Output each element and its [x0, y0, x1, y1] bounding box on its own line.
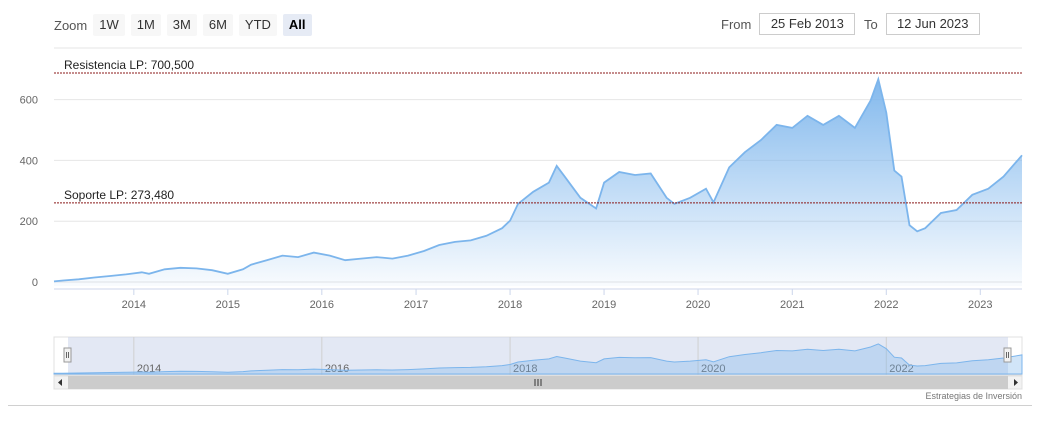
zoom-button-6m[interactable]: 6M — [202, 14, 233, 36]
x-tick-label: 2014 — [122, 299, 146, 311]
y-tick-label: 600 — [20, 95, 38, 107]
y-axis: 0 200 400 600 — [20, 95, 38, 289]
x-tick-label: 2023 — [968, 299, 992, 311]
chart-credit: Estrategias de Inversión — [925, 391, 1022, 401]
navigator-handle-right[interactable] — [1003, 347, 1012, 363]
x-tick-label: 2021 — [780, 299, 804, 311]
x-tick-label: 2018 — [498, 299, 522, 311]
to-label: To — [864, 16, 878, 32]
support-label: Soporte LP: 273,480 — [64, 188, 174, 202]
scroll-left-arrow-icon[interactable] — [58, 379, 62, 386]
navigator-tick-label: 2022 — [889, 363, 913, 375]
from-date-input[interactable]: 25 Feb 2013 — [759, 13, 856, 35]
series-line — [53, 76, 1023, 283]
plot-lines: Resistencia LP: 700,500 Soporte LP: 273,4… — [54, 58, 1022, 204]
scrollbar-grip-icon — [534, 379, 542, 386]
x-tick-label: 2015 — [216, 299, 240, 311]
x-tick-label: 2016 — [310, 299, 334, 311]
to-date-input[interactable]: 12 Jun 2023 — [885, 13, 980, 35]
navigator[interactable]: 2014 2016 2018 2020 2022 — [53, 336, 1023, 376]
navigator-tick-label: 2018 — [513, 363, 537, 375]
navigator-series — [53, 343, 1023, 375]
y-tick-label: 0 — [32, 277, 38, 289]
navigator-mask — [68, 337, 1008, 375]
scrollbar[interactable] — [53, 375, 1023, 390]
zoom-button-1w[interactable]: 1W — [93, 14, 125, 36]
zoom-button-all[interactable]: All — [282, 14, 312, 36]
zoom-button-1m[interactable]: 1M — [130, 14, 161, 36]
x-tick-label: 2022 — [874, 299, 898, 311]
y-tick-label: 200 — [20, 216, 38, 228]
zoom-label: Zoom — [54, 17, 88, 33]
x-tick-label: 2020 — [686, 299, 710, 311]
navigator-tick-label: 2016 — [325, 363, 349, 375]
y-tick-label: 400 — [20, 155, 38, 167]
range-from: From 25 Feb 2013 — [721, 13, 856, 35]
range-to: To 12 Jun 2023 — [864, 13, 980, 35]
x-axis: 2014 2015 2016 2017 2018 2019 2020 2021 2022 2023 — [54, 288, 1022, 311]
zoom-bar: Zoom 1W 1M 3M 6M YTD All — [54, 13, 318, 37]
series-area — [54, 79, 1022, 286]
zoom-button-ytd[interactable]: YTD — [238, 14, 277, 36]
x-tick-label: 2019 — [592, 299, 616, 311]
scroll-right-arrow-icon[interactable] — [1014, 379, 1018, 386]
x-tick-label: 2017 — [404, 299, 428, 311]
navigator-grid: 2014 2016 2018 2020 2022 — [133, 337, 914, 375]
zoom-button-3m[interactable]: 3M — [166, 14, 197, 36]
resistance-label: Resistencia LP: 700,500 — [64, 58, 194, 72]
from-label: From — [721, 16, 752, 32]
navigator-tick-label: 2020 — [701, 363, 725, 375]
navigator-handle-left[interactable] — [63, 347, 72, 363]
footer-divider — [8, 405, 1032, 406]
